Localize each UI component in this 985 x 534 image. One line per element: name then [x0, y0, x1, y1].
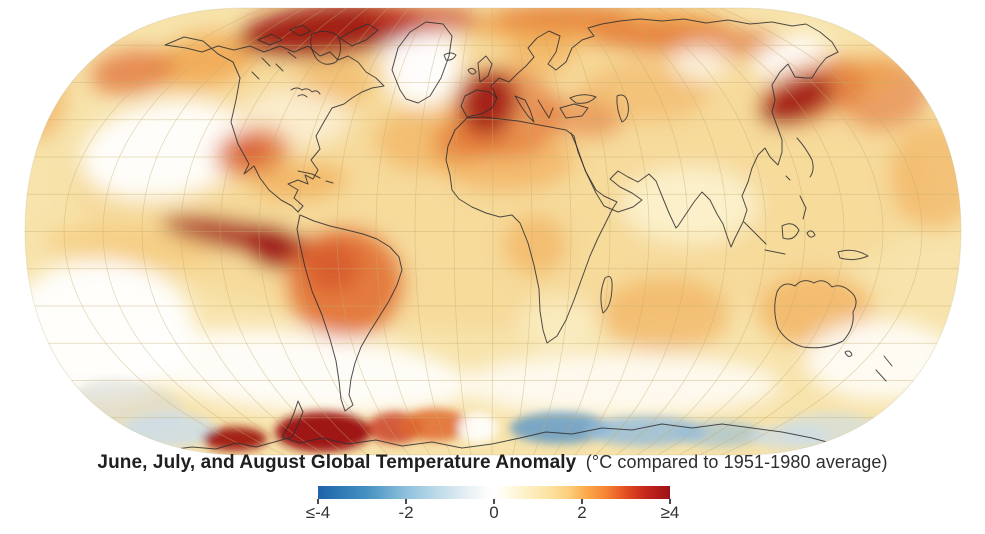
colorbar-tick-label: -2: [398, 503, 414, 522]
coast-tasmania: [844, 350, 853, 357]
anomaly-blob: [622, 167, 758, 243]
great-lakes: [290, 87, 321, 98]
coast-baffin-island: [339, 23, 379, 47]
anomaly-blob: [304, 240, 360, 292]
graticule-meridian: [219, 8, 347, 455]
coast-iberia: [460, 89, 498, 118]
graticule-meridian: [574, 8, 650, 455]
anomaly-blob: [384, 18, 460, 106]
coast-japan-taiwan: [785, 137, 814, 181]
color-scale-legend: ≤-4 -2 0 2 ≥4: [306, 486, 679, 532]
anomaly-blob: [590, 23, 790, 57]
colorbar-tick: [493, 499, 495, 504]
coast-british-isles: [467, 55, 493, 83]
graticule-meridian: [616, 8, 728, 455]
graticule-meridian: [553, 8, 611, 455]
graticule-meridian: [512, 8, 533, 455]
anomaly-blob: [759, 75, 835, 125]
coast-new-zealand: [875, 355, 893, 382]
graticule-meridian: [63, 8, 264, 455]
colorbar-tick: [405, 499, 407, 504]
anomaly-blob: [520, 297, 600, 347]
coast-australia: [774, 280, 857, 349]
graticule-meridian: [595, 8, 689, 455]
coast-eurasia: [490, 18, 839, 248]
anomaly-blob: [600, 277, 730, 353]
graticule-meridian: [657, 8, 806, 455]
caption-subtitle: (°C compared to 1951-1980 average): [585, 452, 888, 472]
coast-iceland: [443, 52, 457, 61]
anomaly-blob: [25, 50, 66, 140]
coast-anatolia: [559, 103, 589, 119]
colorbar-tick-label: 2: [577, 503, 587, 522]
coast-arctic-islands: [251, 24, 312, 80]
anomaly-blob: [155, 32, 255, 88]
coast-south-america: [296, 214, 403, 412]
anomaly-blob: [805, 320, 955, 400]
colorbar-tick-label: ≥4: [660, 503, 680, 522]
anomaly-blob: [503, 215, 567, 275]
coast-new-guinea: [837, 249, 869, 261]
coast-madagascar: [600, 275, 613, 314]
coast-africa: [445, 116, 618, 344]
anomaly-blob: [510, 412, 610, 444]
anomaly-blob: [490, 8, 630, 29]
graticule-meridian: [491, 8, 494, 455]
anomaly-blob: [585, 416, 705, 446]
anomaly-blob: [580, 62, 710, 122]
graticule-meridian: [102, 8, 285, 455]
anomaly-blob: [80, 100, 250, 200]
graticule-meridian: [637, 8, 767, 455]
anomaly-blob: [890, 120, 961, 230]
anomaly-blob: [90, 49, 174, 95]
temperature-anomaly-field: [25, 8, 961, 417]
coast-italy-greece: [514, 95, 554, 123]
anomaly-blob: [252, 163, 348, 201]
graticule-meridian: [453, 8, 472, 455]
coast-hudson-bay: [310, 30, 342, 65]
map-caption: June, July, and August Global Temperatur…: [0, 452, 985, 474]
graticule-meridian: [375, 8, 431, 455]
anomaly-blob: [130, 329, 470, 415]
graticule-meridian: [141, 8, 306, 455]
graticule-grid: [25, 8, 961, 455]
graticule-meridian: [258, 8, 368, 455]
graticule-meridian: [414, 8, 451, 455]
coast-north-america: [164, 36, 385, 213]
caption-title: June, July, and August Global Temperatur…: [97, 452, 577, 473]
caspian-sea: [616, 94, 629, 123]
anomaly-blob: [246, 225, 298, 269]
coast-philippines: [799, 195, 807, 220]
coastlines: [159, 18, 893, 452]
anomaly-blob: [370, 8, 480, 34]
coast-antarctica: [159, 400, 859, 452]
map-outline: [24, 7, 962, 456]
graticule-meridian: [699, 8, 884, 455]
coast-greenland: [391, 21, 453, 104]
graticule-meridian: [297, 8, 389, 455]
colorbar-tick: [669, 499, 671, 504]
anomaly-blob: [460, 353, 780, 417]
coast-indonesia: [743, 221, 816, 255]
world-map: [24, 7, 962, 456]
graticule-meridian: [336, 8, 410, 455]
black-sea: [569, 94, 597, 104]
graticule-meridian: [678, 8, 845, 455]
colorbar: [318, 486, 670, 499]
colorbar-tick: [317, 499, 319, 504]
colorbar-tick: [581, 499, 583, 504]
anomaly-blob: [203, 427, 267, 451]
graticule-meridian: [720, 8, 923, 455]
graticule-meridian: [180, 8, 327, 455]
anomaly-blob: [45, 225, 215, 269]
colorbar-tick-label: 0: [489, 503, 499, 522]
colorbar-tick-label: ≤-4: [305, 503, 331, 522]
coast-cuba: [297, 170, 334, 184]
